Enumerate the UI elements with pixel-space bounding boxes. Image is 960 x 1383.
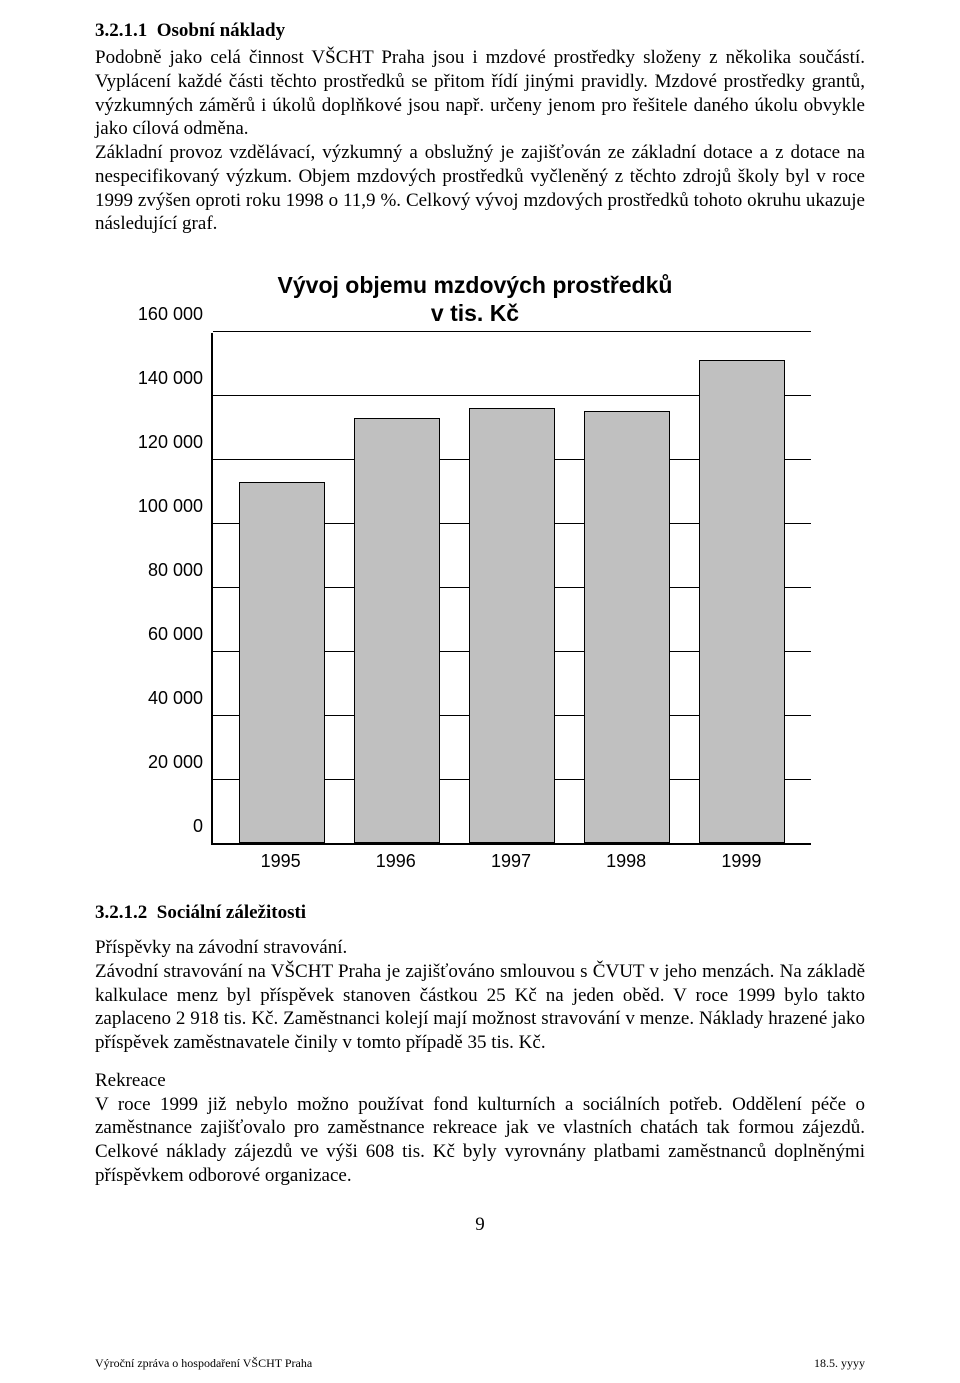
footer-left: Výroční zpráva o hospodaření VŠCHT Praha bbox=[95, 1356, 312, 1371]
section2-title: Sociální záležitosti bbox=[157, 902, 306, 923]
footer: Výroční zpráva o hospodaření VŠCHT Praha… bbox=[95, 1356, 865, 1371]
x-tick-label: 1995 bbox=[238, 851, 324, 872]
chart-container: Vývoj objemu mzdových prostředků v tis. … bbox=[125, 272, 825, 872]
bar bbox=[469, 408, 555, 843]
section2-para2-heading: Rekreace bbox=[95, 1070, 166, 1091]
section2-number: 3.2.1.2 bbox=[95, 902, 147, 923]
x-tick-label: 1999 bbox=[698, 851, 784, 872]
bar bbox=[239, 482, 325, 844]
page-number: 9 bbox=[95, 1214, 865, 1236]
section2-para2: Rekreace V roce 1999 již nebylo možno po… bbox=[95, 1069, 865, 1188]
bars-group bbox=[213, 333, 811, 843]
bar bbox=[699, 360, 785, 843]
chart: 160 000140 000120 000100 00080 00060 000… bbox=[125, 333, 825, 845]
section2-para1: Příspěvky na závodní stravování. Závodní… bbox=[95, 936, 865, 1055]
section-number: 3.2.1.1 bbox=[95, 20, 147, 41]
chart-title-line1: Vývoj objemu mzdových prostředků bbox=[278, 272, 673, 298]
plot-area bbox=[211, 333, 811, 845]
y-axis: 160 000140 000120 000100 00080 00060 000… bbox=[125, 323, 211, 835]
x-tick-label: 1998 bbox=[583, 851, 669, 872]
x-tick-label: 1996 bbox=[353, 851, 439, 872]
section1-paragraph: Podobně jako celá činnost VŠCHT Praha js… bbox=[95, 46, 865, 236]
section-title: Osobní náklady bbox=[157, 20, 285, 41]
x-axis: 1995 1996 1997 1998 1999 bbox=[211, 845, 811, 872]
section-heading-2: 3.2.1.2 Sociální záležitosti bbox=[95, 902, 865, 924]
bar bbox=[354, 418, 440, 844]
section2-para1-text: Závodní stravování na VŠCHT Praha je zaj… bbox=[95, 961, 865, 1053]
footer-right: 18.5. yyyy bbox=[814, 1356, 865, 1371]
section2-para2-text: V roce 1999 již nebylo možno používat fo… bbox=[95, 1094, 865, 1186]
chart-title: Vývoj objemu mzdových prostředků v tis. … bbox=[125, 272, 825, 327]
x-tick-label: 1997 bbox=[468, 851, 554, 872]
bar bbox=[584, 411, 670, 843]
section-heading-1: 3.2.1.1 Osobní náklady bbox=[95, 20, 865, 42]
chart-title-line2: v tis. Kč bbox=[431, 300, 519, 326]
section2-para1-heading: Příspěvky na závodní stravování. bbox=[95, 937, 347, 958]
gridline bbox=[213, 331, 811, 332]
page: 3.2.1.1 Osobní náklady Podobně jako celá… bbox=[0, 0, 960, 1383]
